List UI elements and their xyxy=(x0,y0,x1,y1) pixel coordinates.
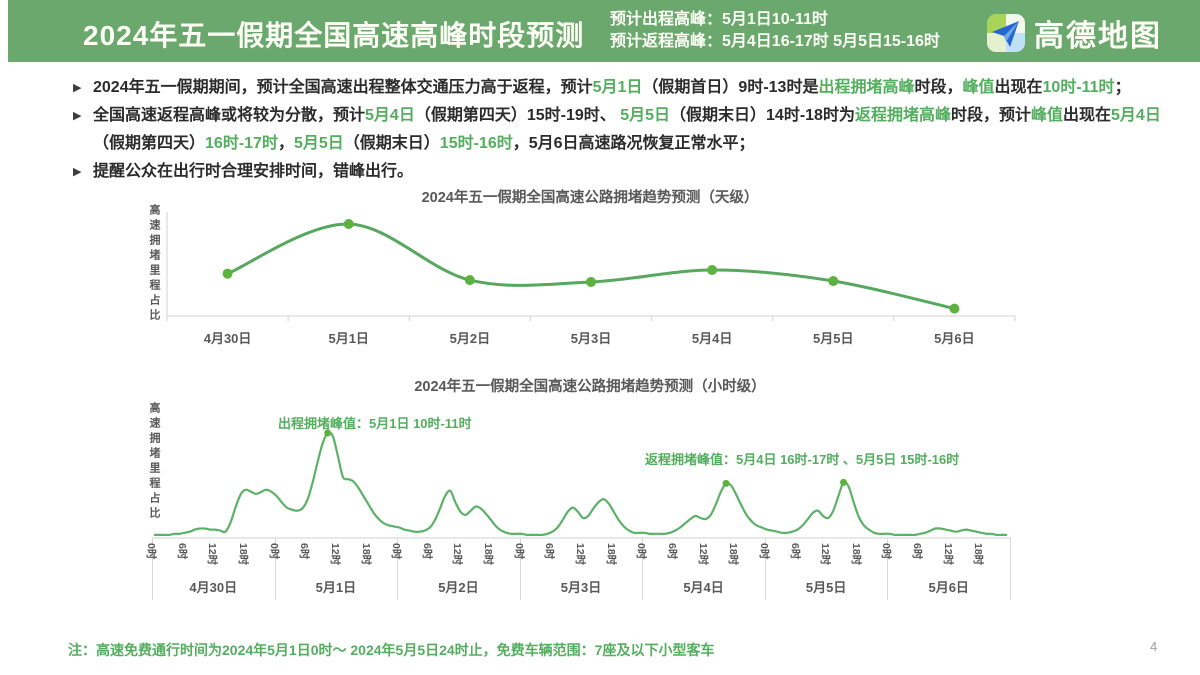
day-divider xyxy=(642,538,644,600)
daily-chart-ylabel: 高速拥堵里程占比 xyxy=(148,204,160,324)
hour-tick-label: 12时 xyxy=(206,543,219,566)
hour-tick-label: 18时 xyxy=(236,543,249,566)
hour-tick-label: 12时 xyxy=(696,543,709,566)
day-divider xyxy=(764,538,766,600)
bullet-arrow-icon: ▶ xyxy=(73,166,82,178)
hour-tick-label: 6时 xyxy=(298,543,311,560)
hour-tick-label: 12时 xyxy=(451,543,464,566)
hour-tick-label: 12时 xyxy=(941,543,954,566)
hour-tick-label: 18时 xyxy=(972,543,985,566)
day-tick-label: 5月1日 xyxy=(328,331,369,346)
bullet-text-line: （假期第四天）16时-17时，5月5日（假期末日）15时-16时，5月6日高速路… xyxy=(93,135,755,152)
bullet-item-1: ▶ 2024年五一假期期间，预计全国高速出程整体交通压力高于返程，预计5月1日（假… xyxy=(73,74,1163,102)
daily-trend-chart xyxy=(166,212,1016,321)
paper-plane-icon xyxy=(992,21,1019,47)
hour-tick-label: 18时 xyxy=(359,543,372,566)
data-point-dot xyxy=(222,268,233,279)
page-title: 2024年五一假期全国高速高峰时段预测 xyxy=(83,20,585,51)
day-divider xyxy=(152,538,153,600)
return-peak-text: 预计返程高峰：5月4日16-17时 5月5日15-16时 xyxy=(610,33,940,50)
bullet-item-3: ▶ 提醒公众在出行时合理安排时间，错峰出行。 xyxy=(73,158,1163,186)
hour-tick-label: 6时 xyxy=(788,543,801,560)
day-divider xyxy=(887,538,889,600)
bullet-text-line: 提醒公众在出行时合理安排时间，错峰出行。 xyxy=(93,163,414,180)
hour-tick-label: 0时 xyxy=(145,543,157,560)
day-label: 5月2日 xyxy=(438,580,479,595)
hour-tick-label: 0时 xyxy=(880,543,893,560)
hour-tick-label: 12时 xyxy=(574,543,586,566)
day-label: 5月6日 xyxy=(928,580,969,595)
data-point-dot xyxy=(464,275,475,286)
day-divider xyxy=(1010,538,1011,600)
daily-axis xyxy=(166,212,1015,317)
data-point-dot xyxy=(586,276,596,287)
hour-tick-label: 0时 xyxy=(635,543,648,560)
bullet-item-2: ▶ 全国高速返程高峰或将较为分散，预计5月4日（假期第四天）15时-19时、 5月… xyxy=(73,102,1163,158)
hour-tick-label: 0时 xyxy=(267,543,280,560)
brand: 高德地图 xyxy=(987,11,1162,55)
hour-tick-label: 12时 xyxy=(819,543,832,566)
hour-tick-label: 18时 xyxy=(482,543,495,566)
day-divider xyxy=(397,538,399,600)
bullet-arrow-icon: ▶ xyxy=(73,82,82,94)
hour-tick-label: 6时 xyxy=(175,543,188,560)
hourly-chart-title: 2024年五一假期全国高速公路拥堵趋势预测（小时级） xyxy=(414,379,766,395)
hour-tick-label: 18时 xyxy=(604,543,617,566)
day-divider xyxy=(519,538,521,600)
hour-tick-label: 6时 xyxy=(420,543,433,560)
daily-chart-title: 2024年五一假期全国高速公路拥堵趋势预测（天级） xyxy=(421,190,759,206)
bullet-list: ▶ 2024年五一假期期间，预计全国高速出程整体交通压力高于返程，预计5月1日（假… xyxy=(73,74,1163,186)
day-label: 5月3日 xyxy=(560,580,602,595)
hour-tick-label: 12时 xyxy=(328,543,341,566)
brand-name: 高德地图 xyxy=(1034,20,1162,53)
hourly-curve xyxy=(153,431,1007,537)
hour-tick-label: 0时 xyxy=(757,543,770,560)
daily-curve xyxy=(226,222,956,311)
data-point-dot xyxy=(707,265,718,275)
return-peak-annotation: 返程拥堵峰值：5月4日 16时-17时 、5月5日 15时-16时 xyxy=(645,452,960,467)
hour-tick-label: 6时 xyxy=(665,543,678,560)
data-point-dot xyxy=(828,276,839,287)
amap-logo-icon xyxy=(987,14,1025,52)
peak-marker-dot xyxy=(324,429,332,437)
day-tick-label: 5月3日 xyxy=(570,331,612,346)
daily-chart-xlabels: 4月30日 5月1日 5月2日 5月3日 5月4日 5月5日 5月6日 xyxy=(167,328,1015,347)
day-tick-label: 5月5日 xyxy=(813,331,854,346)
bullet-arrow-icon: ▶ xyxy=(73,110,82,122)
data-point-dot xyxy=(949,303,960,314)
hour-tick-label: 6时 xyxy=(911,543,924,560)
hour-tick-label: 18时 xyxy=(849,543,862,566)
hourly-trend-chart xyxy=(152,429,1010,539)
data-point-dot xyxy=(343,219,354,229)
hourly-chart-ylabel: 高速拥堵里程占比 xyxy=(148,402,160,522)
day-tick-label: 5月6日 xyxy=(934,331,975,346)
day-label: 5月4日 xyxy=(683,580,724,595)
day-tick-label: 4月30日 xyxy=(203,331,252,346)
hour-tick-label: 0时 xyxy=(390,543,403,560)
peak-marker-dot xyxy=(722,479,730,487)
header-bar: 2024年五一假期全国高速高峰时段预测 预计出程高峰：5月1日10-11时 预计… xyxy=(8,0,1200,62)
page-number: 4 xyxy=(1150,639,1158,654)
day-label: 5月5日 xyxy=(805,580,847,595)
departure-peak-text: 预计出程高峰：5月1日10-11时 xyxy=(610,11,828,28)
day-label: 4月30日 xyxy=(189,580,238,595)
peak-marker-dot xyxy=(840,478,848,486)
day-tick-label: 5月4日 xyxy=(691,331,733,346)
hour-tick-label: 6时 xyxy=(543,543,556,560)
bullet-text-line: 全国高速返程高峰或将较为分散，预计5月4日（假期第四天）15时-19时、 5月5… xyxy=(93,107,1161,124)
bullet-text-line: 2024年五一假期期间，预计全国高速出程整体交通压力高于返程，预计5月1日（假期… xyxy=(93,79,1131,96)
hour-tick-label: 0时 xyxy=(512,543,525,560)
hour-tick-label: 18时 xyxy=(727,543,740,566)
day-tick-label: 5月2日 xyxy=(449,331,491,346)
departure-peak-annotation: 出程拥堵峰值：5月1日 10时-11时 xyxy=(278,416,472,431)
peak-summary: 预计出程高峰：5月1日10-11时 预计返程高峰：5月4日16-17时 5月5日… xyxy=(610,9,940,53)
day-divider xyxy=(274,538,276,600)
day-label: 5月1日 xyxy=(315,580,357,595)
footer-note: 注：高速免费通行时间为2024年5月1日0时～ 2024年5月5日24时止，免费… xyxy=(68,642,715,658)
